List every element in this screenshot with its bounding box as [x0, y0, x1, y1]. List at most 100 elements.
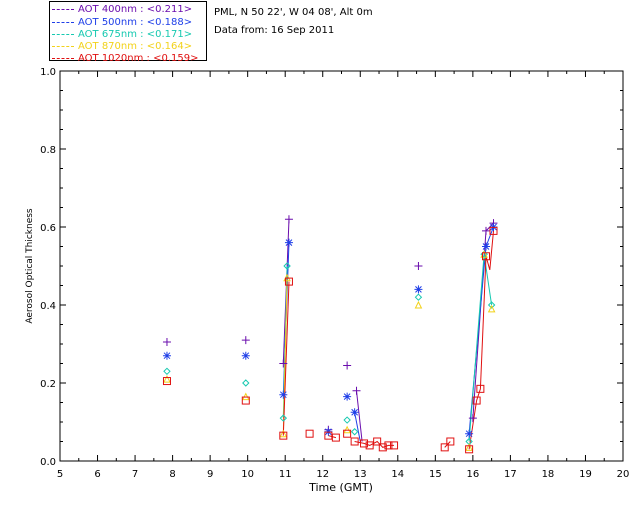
y-tick-label: 0.8 — [40, 145, 56, 156]
data-point — [279, 429, 288, 438]
x-tick-label: 8 — [169, 469, 175, 480]
series-line — [468, 254, 493, 442]
x-tick-label: 19 — [579, 469, 592, 480]
data-point — [162, 351, 171, 360]
data-point — [331, 433, 340, 442]
legend-item-400nm: AOT 400nm : <0.211> — [52, 3, 192, 16]
series-line — [356, 390, 363, 442]
data-point — [360, 439, 369, 448]
data-point — [241, 396, 250, 405]
x-tick-label: 18 — [542, 469, 555, 480]
x-tick-label: 9 — [207, 469, 213, 480]
data-point — [472, 396, 481, 405]
x-tick-label: 16 — [466, 469, 479, 480]
data-point — [283, 262, 291, 270]
data-point — [343, 429, 352, 438]
x-tick-label: 14 — [391, 469, 404, 480]
data-point — [465, 429, 474, 438]
data-point — [446, 437, 455, 446]
legend-label: AOT 400nm : <0.211> — [78, 4, 193, 15]
data-point — [284, 277, 293, 286]
y-tick-label: 0.6 — [40, 223, 56, 234]
legend-item-675nm: AOT 675nm : <0.171> — [52, 28, 192, 41]
data-point — [241, 336, 250, 345]
y-axis: 0.0 0.2 0.4 0.6 0.8 1.0 — [40, 67, 623, 468]
series-lines — [282, 219, 494, 450]
x-tick-label: 12 — [316, 469, 329, 480]
data-point — [242, 379, 250, 387]
data-point — [476, 384, 485, 393]
data-point — [384, 441, 393, 450]
data-point — [482, 226, 491, 235]
data-point — [373, 437, 382, 446]
x-tick-label: 10 — [241, 469, 254, 480]
data-point — [163, 374, 171, 383]
series-line — [444, 441, 451, 448]
data-point — [465, 445, 474, 454]
data-point — [414, 300, 423, 309]
data-point — [350, 437, 359, 446]
legend-label: AOT 500nm : <0.188> — [78, 17, 193, 28]
y-tick-label: 0.4 — [40, 301, 56, 312]
data-point — [279, 414, 288, 422]
data-point — [465, 443, 473, 451]
y-axis-label: Aerosol Optical Thickness — [25, 208, 35, 324]
x-tick-label: 11 — [279, 469, 292, 480]
data-point — [162, 338, 171, 347]
data-point — [162, 377, 171, 386]
data-point — [284, 238, 293, 247]
x-tick-label: 17 — [504, 469, 517, 480]
legend-swatch — [52, 8, 74, 10]
data-point — [482, 242, 491, 251]
x-axis: 5 6 7 8 9 10 11 12 13 14 15 16 17 18 19 20 — [57, 71, 630, 480]
data-point — [487, 304, 496, 313]
data-point — [350, 408, 359, 417]
data-point — [468, 414, 477, 423]
data-point — [279, 359, 288, 368]
data-point — [440, 443, 449, 452]
legend-swatch — [52, 21, 74, 23]
data-point — [343, 416, 351, 424]
site-info: PML, N 50 22', W 04 08', Alt 0m — [214, 7, 373, 18]
data-point — [343, 392, 352, 401]
series-markers — [162, 215, 498, 454]
legend: AOT 400nm : <0.211> AOT 500nm : <0.188> … — [49, 1, 207, 64]
data-point — [487, 301, 496, 309]
data-point — [489, 226, 498, 235]
legend-item-1020nm: AOT 1020nm : <0.159> — [52, 52, 198, 65]
series-line — [354, 440, 394, 448]
data-point — [350, 428, 359, 436]
x-tick-label: 13 — [354, 469, 367, 480]
series-line — [354, 412, 361, 442]
series-line — [468, 230, 494, 450]
x-tick-label: 5 — [57, 469, 63, 480]
x-tick-label: 7 — [132, 469, 138, 480]
legend-swatch — [52, 33, 74, 35]
data-point — [414, 262, 423, 270]
data-point — [482, 252, 491, 261]
plot-frame — [59, 70, 624, 462]
data-point — [390, 441, 399, 450]
y-tick-label: 0.2 — [40, 379, 56, 390]
series-line — [282, 281, 290, 436]
data-date: Data from: 16 Sep 2011 — [214, 25, 335, 36]
legend-label: AOT 870nm : <0.164> — [78, 41, 193, 52]
data-point — [365, 441, 374, 450]
legend-label: AOT 675nm : <0.171> — [78, 29, 193, 40]
x-axis-label: Time (GMT) — [308, 481, 373, 494]
data-point — [378, 443, 387, 452]
data-point — [305, 429, 314, 438]
legend-item-500nm: AOT 500nm : <0.188> — [52, 16, 192, 29]
x-tick-label: 6 — [94, 469, 100, 480]
legend-label: AOT 1020nm : <0.159> — [78, 53, 199, 64]
data-point — [163, 367, 171, 376]
y-tick-label: 0.0 — [40, 457, 56, 468]
legend-swatch — [52, 45, 74, 47]
y-tick-label: 1.0 — [40, 67, 56, 78]
data-point — [324, 431, 333, 440]
x-tick-label: 15 — [429, 469, 442, 480]
data-point — [279, 390, 288, 399]
x-tick-label: 20 — [617, 469, 630, 480]
data-point — [279, 431, 288, 440]
